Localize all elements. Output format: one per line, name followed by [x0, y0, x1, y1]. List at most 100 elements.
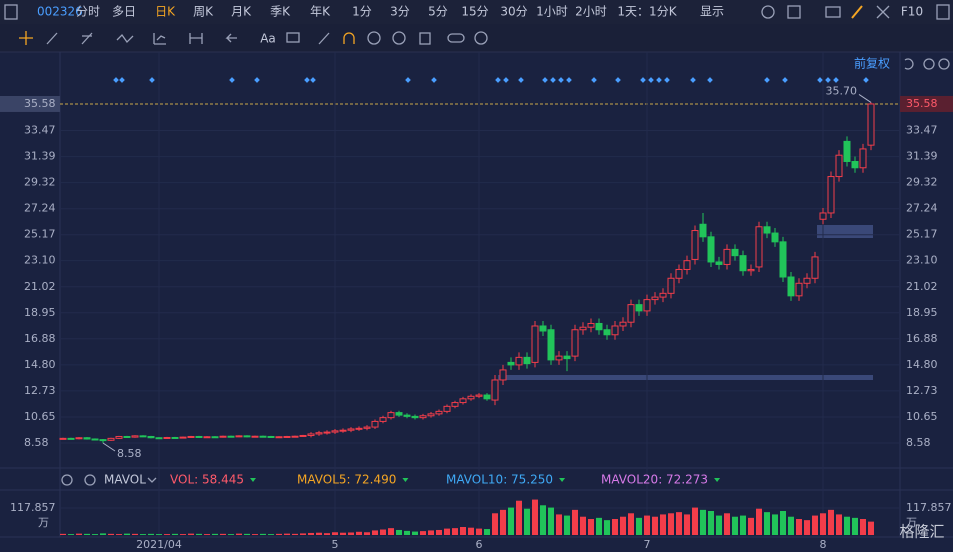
lock-tool[interactable]: [367, 31, 381, 45]
period-select[interactable]: 1天：1分K: [617, 5, 677, 19]
candle-body: [227, 435, 235, 438]
range-tool[interactable]: [189, 33, 203, 44]
zoom-in[interactable]: [938, 58, 950, 70]
link-tool[interactable]: [447, 33, 465, 43]
display-select[interactable]: 显示: [700, 5, 724, 19]
reset-icon[interactable]: [904, 58, 914, 70]
period-tab[interactable]: 2小时: [575, 5, 607, 19]
candle-body: [443, 405, 451, 412]
panel-toggle[interactable]: [936, 4, 950, 20]
checkbox[interactable]: [787, 5, 801, 19]
candle-body: [467, 395, 475, 400]
delete-tool[interactable]: [419, 32, 431, 45]
candle-body: [659, 292, 667, 298]
period-tab[interactable]: 多日: [112, 5, 136, 19]
volume-bar: [380, 529, 386, 535]
f10[interactable]: F10: [901, 5, 923, 19]
annotation-leader: [102, 442, 116, 452]
event-marker: [648, 77, 654, 83]
volume-bar: [204, 534, 210, 535]
camera-icon[interactable]: [825, 6, 841, 18]
volume-bar: [164, 534, 170, 535]
fullscreen-icon[interactable]: [876, 5, 890, 19]
period-tab[interactable]: 季K: [270, 5, 291, 19]
text-tool[interactable]: Aa: [260, 32, 276, 46]
candle-body: [835, 154, 843, 178]
y-tick-label: 29.32: [906, 176, 938, 189]
pen-icon[interactable]: [851, 5, 863, 19]
volume-bar: [220, 533, 226, 535]
volume-bar: [300, 533, 306, 535]
legend-arrow: [714, 478, 721, 482]
note-tool[interactable]: [286, 32, 300, 43]
candle-body: [755, 226, 763, 268]
pencil-tool[interactable]: [318, 32, 330, 45]
candle-body: [291, 435, 299, 438]
period-tab[interactable]: 周K: [193, 5, 214, 19]
wave-tool[interactable]: [116, 33, 134, 44]
period-tab[interactable]: 1小时: [536, 5, 568, 19]
y-tick-label: 21.02: [24, 280, 56, 293]
y-tick-label: 14.80: [906, 358, 938, 371]
event-marker: [664, 77, 670, 83]
period-tab[interactable]: 月K: [231, 5, 252, 19]
volume-bar: [100, 533, 106, 535]
volume-bar: [532, 499, 538, 535]
candle-body: [107, 437, 115, 441]
period-tab[interactable]: 日K: [155, 5, 176, 19]
hide-tool[interactable]: [392, 31, 406, 45]
candle-body: [547, 329, 555, 361]
y-tick-label: 16.88: [906, 332, 938, 345]
event-marker: [782, 77, 788, 83]
zoom-out[interactable]: [923, 58, 935, 70]
adjust-mode[interactable]: 前复权: [854, 56, 890, 71]
candle-body: [459, 398, 467, 404]
crosshair-icon[interactable]: [19, 31, 33, 45]
period-tab[interactable]: 15分: [461, 5, 488, 19]
volume-legend: MAVOL10: 75.250: [446, 473, 553, 487]
volume-bar: [276, 533, 282, 535]
period-tab[interactable]: 5分: [428, 5, 448, 19]
indicator-close[interactable]: [84, 474, 96, 486]
candle-body: [299, 434, 307, 437]
volume-bar: [780, 511, 786, 535]
candle-body: [579, 326, 587, 331]
tool-settings[interactable]: [474, 31, 488, 45]
magnet-tool[interactable]: [343, 32, 355, 44]
candle-body: [99, 439, 107, 442]
stock-code[interactable]: 002326: [37, 5, 83, 19]
candle-body: [275, 436, 283, 439]
indicator-name[interactable]: MAVOL: [104, 473, 146, 487]
line-tool[interactable]: [46, 32, 58, 45]
volume-bar: [836, 514, 842, 535]
highlight-zone: [817, 225, 873, 238]
candle-body: [611, 325, 619, 336]
channel-tool[interactable]: [81, 32, 93, 45]
candle-body: [331, 430, 339, 433]
volume-bar: [796, 519, 802, 535]
settings-icon[interactable]: [761, 5, 775, 19]
candle-body: [651, 296, 659, 301]
volume-bar: [236, 533, 242, 535]
arrow-tool[interactable]: [225, 33, 237, 43]
volume-bar: [644, 515, 650, 535]
x-tick-label: 5: [332, 538, 339, 551]
candle-body: [283, 435, 291, 438]
y-tick-label: 27.24: [906, 202, 938, 215]
period-tab[interactable]: 30分: [500, 5, 527, 19]
candle-body: [539, 325, 547, 332]
dropdown[interactable]: [147, 477, 157, 483]
volume-bar: [684, 514, 690, 535]
fib-tool[interactable]: [153, 33, 166, 45]
candle-body: [179, 436, 187, 439]
y-tick-label: 29.32: [24, 176, 56, 189]
candle-body: [851, 160, 859, 169]
period-tab[interactable]: 3分: [390, 5, 410, 19]
period-tab[interactable]: 1分: [352, 5, 372, 19]
candle-body: [339, 429, 347, 432]
event-marker: [542, 77, 548, 83]
period-tab[interactable]: 年K: [310, 5, 331, 19]
period-tab[interactable]: 分时: [76, 5, 100, 19]
indicator-settings[interactable]: [61, 474, 73, 486]
sidebar-toggle[interactable]: [4, 4, 18, 20]
